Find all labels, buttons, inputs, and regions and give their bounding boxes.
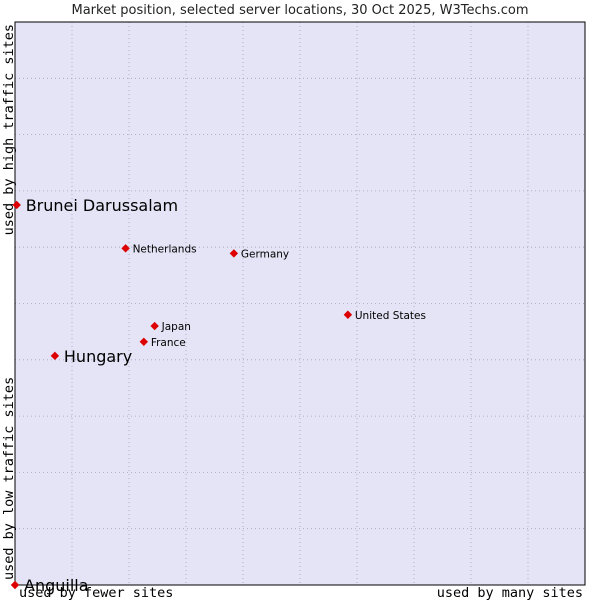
- point-label-anguilla: Anguilla: [24, 576, 89, 595]
- point-label-germany: Germany: [241, 248, 289, 260]
- point-marker-united-states[interactable]: [343, 310, 353, 319]
- point-brunei-darussalam[interactable]: Brunei Darussalam: [12, 196, 179, 215]
- point-label-japan: Japan: [161, 321, 191, 333]
- y-axis-label-top: used by high traffic sites: [1, 24, 17, 235]
- point-marker-germany[interactable]: [229, 249, 239, 258]
- point-label-hungary: Hungary: [64, 347, 132, 366]
- point-label-united-states: United States: [355, 310, 426, 322]
- point-marker-france[interactable]: [139, 337, 149, 346]
- point-marker-hungary[interactable]: [50, 351, 60, 361]
- point-france[interactable]: France: [139, 337, 186, 349]
- point-japan[interactable]: Japan: [150, 321, 191, 333]
- point-label-france: France: [151, 337, 186, 349]
- point-marker-anguilla[interactable]: [10, 580, 20, 590]
- point-anguilla[interactable]: Anguilla: [10, 576, 89, 595]
- point-label-brunei-darussalam: Brunei Darussalam: [26, 196, 178, 215]
- y-axis-label-bottom: used by low traffic sites: [1, 377, 17, 580]
- point-united-states[interactable]: United States: [343, 310, 426, 322]
- point-marker-brunei-darussalam[interactable]: [12, 200, 21, 210]
- x-axis-label-right: used by many sites: [437, 585, 583, 600]
- x-axis-label-left: used by fewer sites: [19, 585, 173, 600]
- point-netherlands[interactable]: Netherlands: [121, 243, 197, 255]
- point-hungary[interactable]: Hungary: [50, 347, 133, 366]
- point-marker-japan[interactable]: [150, 321, 159, 331]
- point-germany[interactable]: Germany: [229, 248, 289, 260]
- grid-layer: [15, 22, 585, 585]
- points-layer: Brunei Darussalam Netherlands Germany Unite…: [10, 196, 426, 595]
- point-marker-netherlands[interactable]: [121, 244, 130, 253]
- chart-title: Market position, selected server locatio…: [71, 3, 528, 18]
- point-label-netherlands: Netherlands: [133, 243, 197, 255]
- plot-frame: [14, 21, 586, 586]
